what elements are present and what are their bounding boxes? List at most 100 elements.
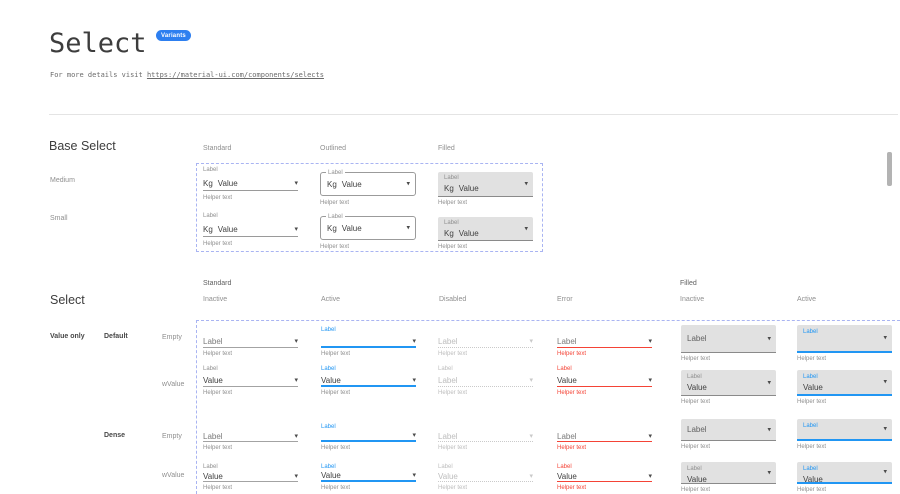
select-field[interactable]: Label Kg Value <box>320 213 416 240</box>
select-field[interactable] <box>321 431 416 442</box>
docs-link[interactable]: https://material-ui.com/components/selec… <box>146 71 324 79</box>
dropdown-arrow-icon <box>883 426 887 433</box>
select-field[interactable]: Label Kg Value <box>438 172 533 197</box>
filled-select-inactive-wvalue: Label Value Helper text <box>681 370 776 405</box>
row-group-label: Value only <box>50 333 85 340</box>
base-standard-select-small: Label Kg Value Helper text <box>203 212 298 247</box>
floating-label: Label <box>321 424 336 430</box>
column-header-inactive: Inactive <box>203 296 228 303</box>
floating-label: Label <box>203 366 218 372</box>
select-field[interactable]: Value <box>557 375 652 387</box>
filled-select-dense-active-wvalue: Label Value Helper text <box>797 462 892 493</box>
select-placeholder: Label <box>438 337 458 346</box>
standard-select-error-empty: Label Helper text <box>557 326 652 357</box>
helper-text: Helper text <box>438 244 468 250</box>
row-header-small: Small <box>50 215 68 222</box>
standard-select-disabled-wvalue: Label Label Helper text <box>438 365 533 396</box>
subtitle-text: For more details visit <box>50 71 147 79</box>
select-field[interactable]: Label Kg Value <box>320 169 416 196</box>
floating-label: Label <box>557 464 572 470</box>
select-field[interactable]: Kg Value <box>203 222 298 237</box>
select-placeholder: Label <box>438 431 458 441</box>
select-value: Value <box>203 376 223 385</box>
base-outlined-select-small: Label Kg Value Helper text <box>320 212 416 250</box>
header-divider <box>49 114 898 115</box>
select-label: Label <box>203 167 218 173</box>
helper-text: Helper text <box>681 399 711 405</box>
dropdown-arrow-icon <box>529 338 533 345</box>
base-filled-select-medium: Label Kg Value Helper text <box>438 166 533 206</box>
scrollbar-thumb[interactable] <box>887 152 892 186</box>
select-placeholder: Label <box>557 431 577 441</box>
floating-label-slot <box>438 423 533 431</box>
dropdown-arrow-icon <box>294 473 298 480</box>
floating-label-slot <box>557 326 652 336</box>
adornment: Kg <box>203 224 213 234</box>
select-field[interactable]: Value <box>321 471 416 482</box>
select-field[interactable]: Value <box>321 375 416 387</box>
dropdown-arrow-icon <box>648 338 652 345</box>
select-field[interactable]: Label Value <box>797 370 892 396</box>
standard-select-dense-inactive-empty: Label Helper text <box>203 423 298 451</box>
select-field[interactable]: Value <box>557 471 652 482</box>
helper-text: Helper text <box>681 356 711 362</box>
helper-text: Helper text <box>321 485 351 491</box>
adornment: Kg <box>444 229 454 238</box>
column-header-filled-active: Active <box>797 296 817 303</box>
floating-label: Label <box>203 464 218 470</box>
select-field[interactable]: Label <box>557 431 652 442</box>
select-label: Label <box>203 213 218 219</box>
column-header-filled-inactive: Inactive <box>680 296 705 303</box>
select-field[interactable]: Label Value <box>797 462 892 484</box>
floating-label: Label <box>438 366 453 372</box>
dropdown-arrow-icon <box>883 469 887 476</box>
standard-select-inactive-wvalue: Label Value Helper text <box>203 365 298 396</box>
floating-label: Label <box>803 466 818 472</box>
select-field[interactable]: Kg Value <box>203 176 298 191</box>
floating-label: Label <box>321 366 336 372</box>
floating-label-slot <box>203 326 298 336</box>
dropdown-arrow-icon <box>648 473 652 480</box>
helper-text: Helper text <box>438 390 468 396</box>
select-field[interactable]: Label Kg Value <box>438 217 533 241</box>
floating-label: Label <box>321 327 336 333</box>
select-field[interactable]: Label Value <box>681 370 776 396</box>
select-value: Value <box>687 383 707 392</box>
helper-text: Helper text <box>797 399 827 405</box>
floating-label-slot <box>438 326 533 336</box>
floating-label: Label <box>803 374 818 380</box>
select-field[interactable]: Label <box>797 325 892 353</box>
helper-text: Helper text <box>321 445 351 451</box>
select-field[interactable]: Label <box>681 325 776 353</box>
helper-text: Helper text <box>557 485 587 491</box>
select-field[interactable]: Label <box>797 419 892 441</box>
column-header-standard: Standard <box>203 145 232 152</box>
select-field[interactable]: Label <box>203 336 298 348</box>
select-field[interactable]: Label <box>557 336 652 348</box>
floating-label-slot <box>203 423 298 431</box>
select-field[interactable]: Label Value <box>681 462 776 484</box>
select-value: Value <box>803 475 823 484</box>
helper-text: Helper text <box>203 390 233 396</box>
dropdown-arrow-icon <box>406 225 410 232</box>
select-field[interactable]: Value <box>203 375 298 387</box>
select-field[interactable] <box>321 336 416 348</box>
select-section-heading: Select <box>50 293 85 307</box>
subtitle: For more details visit https://material-… <box>50 71 324 79</box>
dropdown-arrow-icon <box>294 338 298 345</box>
select-field[interactable]: Label <box>203 431 298 442</box>
select-field: Label <box>438 336 533 348</box>
dropdown-arrow-icon <box>294 226 298 233</box>
helper-text: Helper text <box>203 195 233 201</box>
floating-label: Label <box>803 329 818 335</box>
row-state-empty: Empty <box>162 334 182 341</box>
dropdown-arrow-icon <box>883 379 887 386</box>
select-field[interactable]: Value <box>203 471 298 482</box>
row-size-default: Default <box>104 333 128 340</box>
base-outlined-select-medium: Label Kg Value Helper text <box>320 166 416 206</box>
helper-text: Helper text <box>203 241 233 247</box>
helper-text: Helper text <box>321 351 351 357</box>
dropdown-arrow-icon <box>524 225 528 232</box>
select-field[interactable]: Label <box>681 419 776 441</box>
dropdown-arrow-icon <box>529 377 533 384</box>
